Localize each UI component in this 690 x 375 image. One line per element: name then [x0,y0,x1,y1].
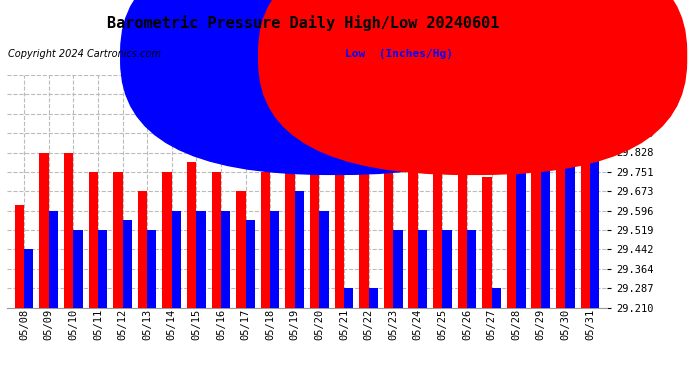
Bar [457,172,467,308]
Bar [393,230,402,308]
Bar [147,230,157,308]
Bar [212,172,221,308]
Bar [270,211,279,308]
Bar [368,288,378,308]
Bar [64,153,73,308]
Bar [138,191,147,308]
Bar [49,211,58,308]
Text: Copyright 2024 Cartronics.com: Copyright 2024 Cartronics.com [8,50,161,59]
Bar [319,211,328,308]
Bar [531,94,541,308]
Bar [162,172,172,308]
Bar [482,177,491,308]
Bar [236,191,246,308]
Bar [335,172,344,308]
Bar [556,75,565,307]
Bar [123,220,132,308]
Bar [197,211,206,308]
Bar [221,211,230,308]
Bar [286,140,295,308]
Bar [344,288,353,308]
Bar [39,153,49,308]
Bar [442,230,452,308]
Bar [565,94,575,308]
Bar [408,172,417,308]
Bar [24,249,34,308]
Text: Barometric Pressure Daily High/Low 20240601: Barometric Pressure Daily High/Low 20240… [108,15,500,31]
Bar [541,133,550,308]
Bar [172,211,181,308]
Text: High  (Inches/Hg): High (Inches/Hg) [483,50,598,59]
Bar [467,230,476,308]
Bar [261,172,270,308]
Bar [359,172,368,308]
Bar [246,220,255,308]
Bar [88,172,98,308]
Bar [580,94,590,308]
Bar [73,230,83,308]
Bar [98,230,107,308]
Bar [491,288,501,308]
Bar [516,172,526,308]
Bar [14,205,24,308]
Bar [187,162,197,308]
Bar [113,172,123,308]
Bar [507,133,516,308]
Bar [590,121,600,308]
Bar [384,170,393,308]
Text: Low  (Inches/Hg): Low (Inches/Hg) [345,50,453,59]
Bar [310,159,319,308]
Bar [295,191,304,308]
Bar [433,172,442,308]
Bar [417,230,427,308]
